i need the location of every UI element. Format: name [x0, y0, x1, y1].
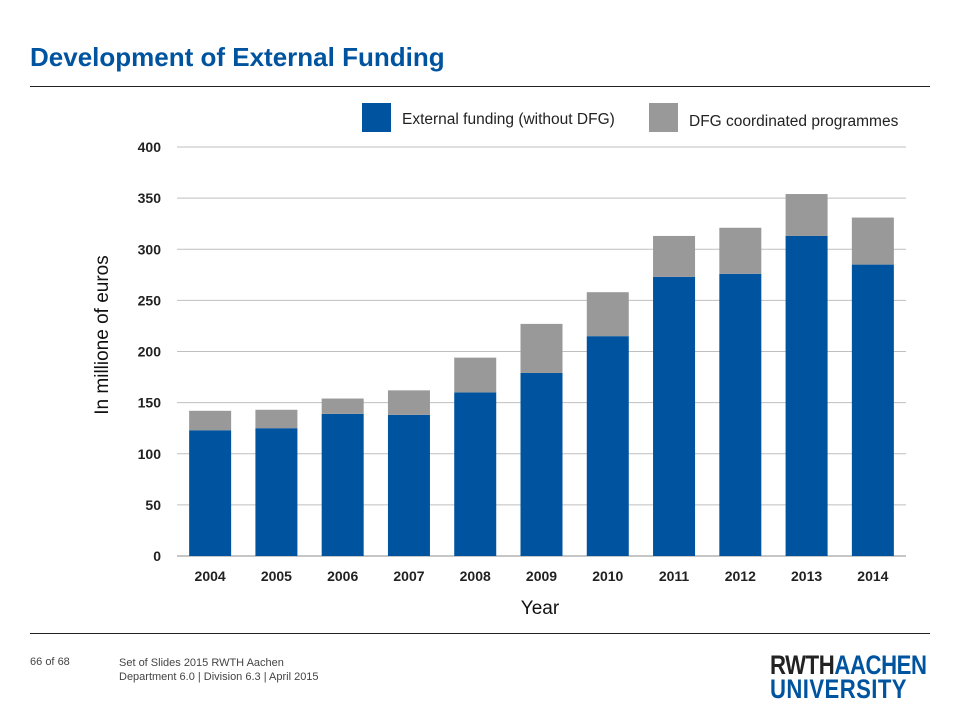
- bar-2006-series-1: [321, 413, 364, 556]
- bar-2007-series-2: [387, 390, 430, 415]
- title-divider: [30, 86, 930, 87]
- bars: [189, 194, 894, 556]
- logo-rwth: RWTH: [770, 650, 835, 680]
- x-tick-label: 2010: [592, 568, 623, 584]
- y-tick-label: 0: [153, 548, 161, 564]
- y-tick-label: 350: [138, 190, 162, 206]
- bar-2005-series-2: [255, 409, 298, 429]
- x-tick-label: 2013: [791, 568, 822, 584]
- bar-2011-series-1: [653, 276, 696, 556]
- legend-swatch-2: [649, 103, 678, 132]
- bar-2012-series-1: [719, 273, 762, 556]
- page-number: 66 of 68: [30, 656, 70, 668]
- x-tick-label: 2005: [261, 568, 292, 584]
- x-tick-label: 2014: [857, 568, 888, 584]
- logo-aachen: AACHEN: [834, 650, 927, 680]
- bar-2009-series-2: [520, 323, 563, 373]
- legend-label-1: External funding (without DFG): [402, 111, 615, 128]
- bar-2013-series-1: [785, 235, 828, 556]
- y-tick-label: 400: [138, 139, 162, 155]
- bar-2004-series-1: [189, 430, 232, 556]
- y-tick-label: 250: [138, 292, 162, 308]
- bar-2013-series-2: [785, 194, 828, 236]
- x-tick-labels: 2004 2005 2006 2007 2008 2009 2010 2011 2012 2013…: [195, 568, 889, 584]
- x-tick-label: 2007: [393, 568, 424, 584]
- x-axis-label: Year: [521, 598, 560, 619]
- bar-2010-series-1: [586, 336, 629, 556]
- bar-2014-series-2: [851, 217, 894, 265]
- x-tick-label: 2012: [725, 568, 756, 584]
- x-tick-label: 2008: [460, 568, 491, 584]
- x-tick-label: 2004: [195, 568, 226, 584]
- bar-2010-series-2: [586, 292, 629, 337]
- bar-2008-series-1: [454, 392, 497, 556]
- bar-2006-series-2: [321, 398, 364, 414]
- page-of: of: [45, 656, 55, 668]
- bar-2007-series-1: [387, 414, 430, 556]
- bar-2008-series-2: [454, 357, 497, 393]
- footer-divider: [30, 633, 930, 634]
- legend: External funding (without DFG) DFG coordi…: [362, 103, 899, 132]
- page-current: 66: [30, 656, 43, 668]
- bar-2012-series-2: [719, 227, 762, 274]
- y-tick-label: 200: [138, 344, 162, 360]
- y-tick-label: 50: [145, 497, 161, 513]
- footer-line-2: Department 6.0 | Division 6.3 | April 20…: [119, 671, 319, 683]
- x-tick-label: 2011: [659, 568, 690, 584]
- bar-2004-series-2: [189, 410, 232, 431]
- bar-2009-series-1: [520, 372, 563, 556]
- legend-label-2: DFG coordinated programmes: [689, 113, 899, 130]
- y-tick-label: 100: [138, 446, 162, 462]
- bar-2011-series-2: [653, 235, 696, 277]
- grid-lines: [177, 146, 906, 557]
- footer-info: Set of Slides 2015 RWTH Aachen Departmen…: [119, 656, 319, 684]
- x-tick-label: 2006: [327, 568, 358, 584]
- rwth-logo: RWTHAACHEN UNIVERSITY: [770, 650, 927, 705]
- y-axis-label: In millione of euros: [92, 255, 113, 414]
- slide-title: Development of External Funding: [30, 42, 445, 72]
- y-tick-labels: 0 50 100 150 200 250 300 350 400: [138, 139, 162, 564]
- x-tick-label: 2009: [526, 568, 557, 584]
- legend-swatch-1: [362, 103, 391, 132]
- logo-university: UNIVERSITY: [770, 674, 907, 705]
- bar-2005-series-1: [255, 428, 298, 556]
- y-tick-label: 300: [138, 241, 162, 257]
- page-total: 68: [57, 656, 70, 668]
- footer-line-1: Set of Slides 2015 RWTH Aachen: [119, 657, 284, 669]
- y-tick-label: 150: [138, 395, 162, 411]
- bar-2014-series-1: [851, 264, 894, 556]
